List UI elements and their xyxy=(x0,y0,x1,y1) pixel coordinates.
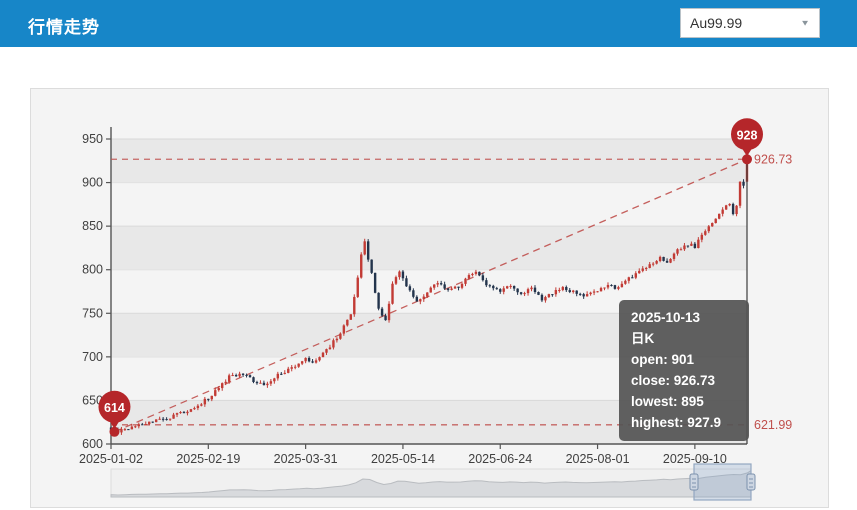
svg-text:621.99: 621.99 xyxy=(754,418,792,432)
header-bar: 行情走势 Au99.99 ▼ xyxy=(0,0,857,47)
svg-text:850: 850 xyxy=(82,219,103,233)
navigator-handle-left[interactable] xyxy=(689,473,699,491)
svg-text:2025-01-02: 2025-01-02 xyxy=(79,452,143,466)
svg-text:928: 928 xyxy=(737,128,758,142)
tooltip-series: 日K xyxy=(631,331,655,346)
max-price-marker: 928 xyxy=(731,118,763,165)
svg-text:2025-09-10: 2025-09-10 xyxy=(663,452,727,466)
chart-panel: 600 650 700 750 800 850 900 950 2025-01-02 2025-0… xyxy=(30,88,829,508)
candlestick-chart[interactable]: 600 650 700 750 800 850 900 950 2025-01-02 2025-0… xyxy=(31,89,828,507)
svg-text:750: 750 xyxy=(82,306,103,320)
page-title: 行情走势 xyxy=(28,18,100,37)
svg-text:926.73: 926.73 xyxy=(754,152,792,166)
tooltip-close: close: 926.73 xyxy=(631,373,716,388)
range-navigator[interactable] xyxy=(110,463,756,501)
min-price-marker: 614 xyxy=(98,390,131,437)
instrument-select-value: Au99.99 xyxy=(690,15,743,31)
svg-text:950: 950 xyxy=(82,132,103,146)
tooltip-lowest: lowest: 895 xyxy=(631,394,704,409)
svg-text:2025-02-19: 2025-02-19 xyxy=(176,452,240,466)
svg-text:800: 800 xyxy=(82,263,103,277)
svg-text:600: 600 xyxy=(82,437,103,451)
svg-text:650: 650 xyxy=(82,393,103,407)
svg-text:2025-05-14: 2025-05-14 xyxy=(371,452,435,466)
chevron-down-icon: ▼ xyxy=(800,18,810,28)
svg-text:700: 700 xyxy=(82,350,103,364)
tooltip-date: 2025-10-13 xyxy=(631,310,701,325)
svg-text:2025-03-31: 2025-03-31 xyxy=(274,452,338,466)
navigator-selection[interactable] xyxy=(693,463,752,501)
chart-tooltip: 2025-10-13 日K open: 901 close: 926.73 lo… xyxy=(619,300,749,441)
tooltip-open: open: 901 xyxy=(631,352,695,367)
instrument-select[interactable]: Au99.99 ▼ xyxy=(680,8,820,38)
svg-text:2025-08-01: 2025-08-01 xyxy=(566,452,630,466)
navigator-handle-right[interactable] xyxy=(746,473,756,491)
svg-text:900: 900 xyxy=(82,176,103,190)
axes: 600 650 700 750 800 850 900 950 2025-01-02 2025-0… xyxy=(79,127,747,466)
svg-text:2025-06-24: 2025-06-24 xyxy=(468,452,532,466)
tooltip-highest: highest: 927.9 xyxy=(631,415,722,430)
svg-text:614: 614 xyxy=(104,401,125,415)
